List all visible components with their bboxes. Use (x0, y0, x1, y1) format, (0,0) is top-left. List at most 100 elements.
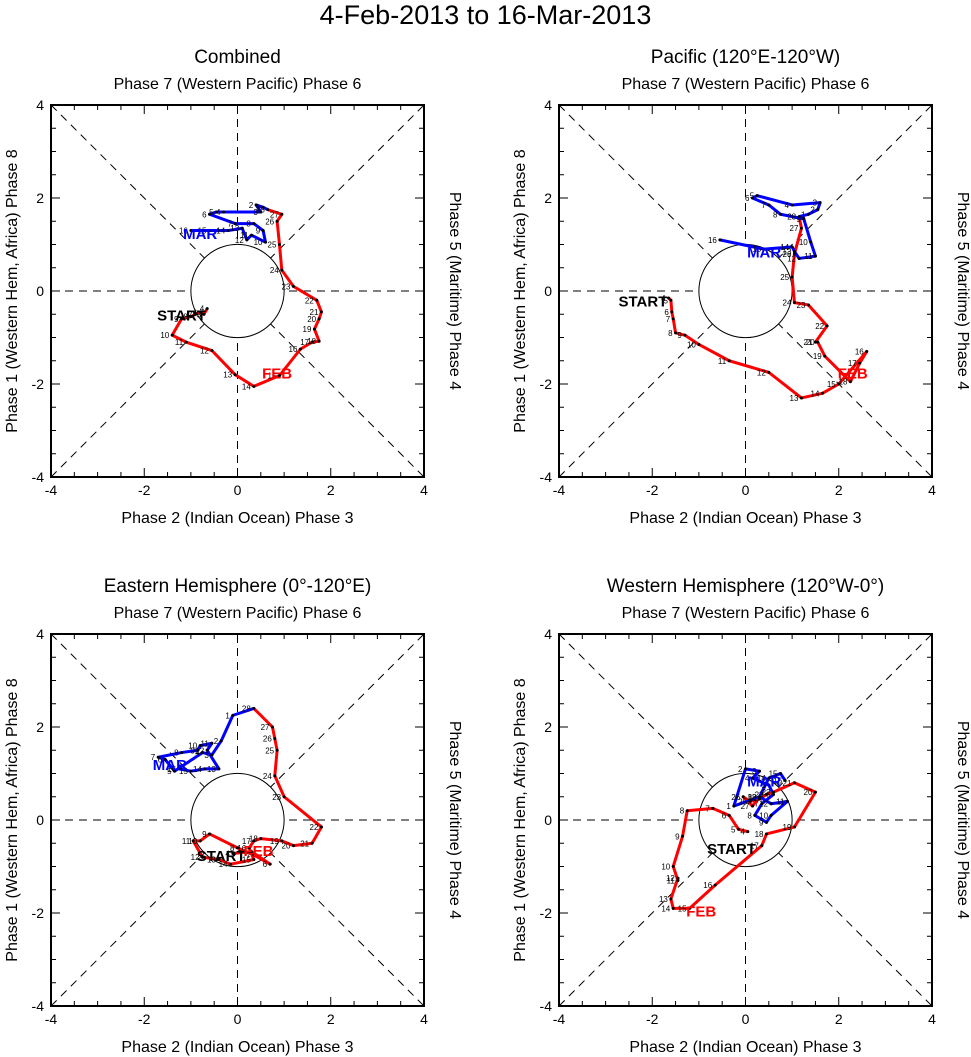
mar-day-label: 4 (745, 774, 750, 783)
mar-day-point (198, 744, 202, 748)
feb-day-label: 28 (256, 206, 265, 215)
feb-day-point (312, 327, 316, 331)
feb-day-label: 9 (174, 315, 179, 324)
feb-day-point (865, 349, 869, 353)
feb-day-point (681, 834, 685, 838)
feb-day-label: 5 (663, 296, 668, 305)
mar-day-label: 12 (787, 254, 796, 263)
feb-day-label: 7 (705, 804, 710, 813)
left-axis-label: Phase 1 (Western Hem, Africa) Phase 8 (4, 678, 21, 961)
mar-day-point (757, 795, 761, 799)
feb-day-label: 24 (748, 795, 757, 804)
feb-day-point (184, 340, 188, 344)
feb-day-label: 21 (804, 338, 813, 347)
x-tick-label: 0 (234, 1011, 242, 1027)
feb-month-label: FEB (262, 365, 292, 382)
mar-day-label: 3 (204, 751, 209, 760)
feb-day-label: 11 (182, 837, 191, 846)
feb-day-point (198, 310, 202, 314)
feb-day-point (291, 844, 295, 848)
feb-day-label: 5 (731, 825, 736, 834)
mar-day-point (163, 758, 167, 762)
mar-day-point (816, 208, 820, 212)
feb-day-label: 14 (661, 904, 670, 913)
mar-day-label: 13 (207, 765, 216, 774)
feb-day-point (799, 226, 803, 230)
mar-month-label: MAR (153, 757, 187, 774)
feb-day-label: 20 (282, 842, 291, 851)
feb-day-label: 17 (242, 837, 251, 846)
y-tick-label: 2 (544, 719, 552, 735)
mar-day-label: 4 (195, 749, 200, 758)
mar-day-label: 11 (240, 231, 249, 240)
bottom-axis-label: Phase 2 (Indian Ocean) Phase 3 (121, 510, 353, 527)
x-tick-label: 4 (928, 482, 936, 498)
feb-month-label: FEB (243, 843, 273, 860)
mar-day-point (797, 256, 801, 260)
feb-day-point (315, 298, 319, 302)
feb-day-point (229, 862, 233, 866)
mar-day-point (813, 254, 817, 258)
feb-day-point (291, 284, 295, 288)
feb-day-point (189, 315, 193, 319)
mar-day-point (753, 813, 757, 817)
feb-day-point (685, 809, 689, 813)
feb-day-label: 15 (678, 904, 687, 913)
bottom-axis-label: Phase 2 (Indian Ocean) Phase 3 (629, 510, 861, 527)
mar-day-label: 1 (256, 203, 261, 212)
feb-day-label: 20 (804, 788, 813, 797)
mar-day-point (778, 772, 782, 775)
feb-day-label: 21 (783, 779, 792, 788)
x-tick-label: -2 (138, 1011, 151, 1027)
mar-day-label: 5 (167, 767, 172, 776)
mar-day-point (226, 229, 230, 233)
feb-day-label: 15 (827, 380, 836, 389)
feb-day-label: 18 (755, 830, 764, 839)
feb-day-point (252, 853, 256, 857)
mar-day-label: 15 (179, 767, 188, 776)
feb-day-label: 15 (268, 372, 277, 381)
mar-day-point (760, 802, 764, 806)
x-tick-label: 0 (234, 482, 242, 498)
mar-day-point (222, 210, 226, 214)
feb-day-label: 23 (797, 301, 806, 310)
feb-month-label: FEB (686, 904, 716, 921)
x-tick-label: 2 (327, 1011, 335, 1027)
feb-day-label: 20 (806, 338, 815, 347)
feb-day-point (816, 340, 820, 344)
mar-day-point (778, 212, 782, 216)
mar-day-point (205, 748, 209, 752)
feb-day-label: 26 (265, 217, 274, 226)
feb-day-point (266, 208, 270, 212)
feb-day-point (249, 850, 253, 854)
feb-day-label: 11 (718, 357, 727, 366)
feb-day-point (236, 846, 239, 850)
mar-day-point (189, 229, 193, 233)
mar-day-point (203, 767, 207, 771)
mar-day-label: 12 (195, 746, 204, 755)
page-title: 4-Feb-2013 to 16-Mar-2013 (319, 0, 652, 30)
feb-day-label: 19 (303, 325, 312, 334)
mar-day-label: 10 (759, 811, 768, 820)
mar-day-point (792, 249, 796, 253)
mar-day-point (254, 203, 258, 207)
feb-day-label: 17 (848, 359, 857, 368)
mar-day-label: 2 (249, 201, 254, 210)
feb-day-label: 14 (219, 860, 228, 869)
y-tick-label: 4 (544, 97, 552, 113)
feb-day-label: 5 (244, 848, 249, 857)
feb-day-point (764, 832, 768, 836)
feb-day-label: 19 (813, 352, 822, 361)
feb-day-point (790, 275, 794, 279)
x-tick-label: 4 (420, 482, 428, 498)
feb-day-label: 16 (703, 881, 712, 890)
mar-day-label: 9 (190, 746, 195, 755)
feb-day-point (298, 347, 302, 351)
mar-day-label: 7 (228, 220, 233, 229)
feb-day-label: 8 (680, 807, 685, 816)
feb-day-label: 11 (667, 876, 676, 885)
mar-day-label: 10 (799, 238, 808, 247)
feb-day-label: 26 (731, 793, 740, 802)
feb-day-point (767, 370, 771, 374)
